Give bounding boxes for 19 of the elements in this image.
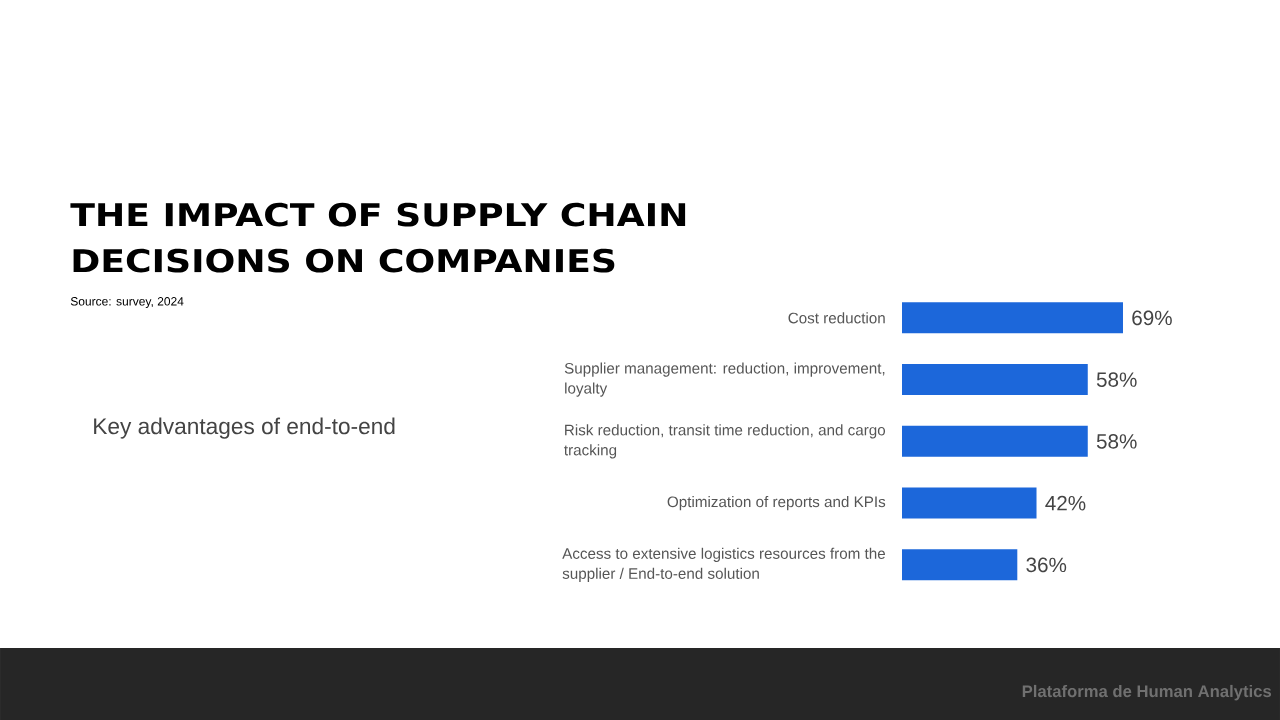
source-note: Source: survey, 2024 xyxy=(70,297,184,308)
text: Key advantages of end-to-end xyxy=(94,417,395,439)
bar xyxy=(902,549,1018,581)
y-tick-label: Risk reduction, transit time reduction, and cargo tracking xyxy=(564,424,886,459)
bar xyxy=(902,487,1037,519)
data-label: 58% xyxy=(1096,372,1137,387)
text: THE IMPACT OF SUPPLY CHAIN DECISIONS ON COMPANIES xyxy=(70,202,686,273)
bar xyxy=(902,364,1088,396)
data-label: 36% xyxy=(1026,557,1067,573)
y-tick-label: Access to extensive logistics resources from the supplier / End-to-end solution xyxy=(562,547,886,582)
y-tick-label: Optimization of reports and KPIs xyxy=(667,496,886,511)
y-tick-label: Cost reduction xyxy=(788,312,885,324)
text: Plataforma de Human Analytics xyxy=(1022,684,1272,701)
bar xyxy=(902,302,1123,334)
y-tick-label: Supplier management: reduction, improvement, loyalty xyxy=(564,362,885,397)
bar xyxy=(902,425,1088,457)
data-label: 69% xyxy=(1132,310,1172,326)
data-label: 42% xyxy=(1045,495,1086,511)
data-label: 58% xyxy=(1096,434,1137,449)
